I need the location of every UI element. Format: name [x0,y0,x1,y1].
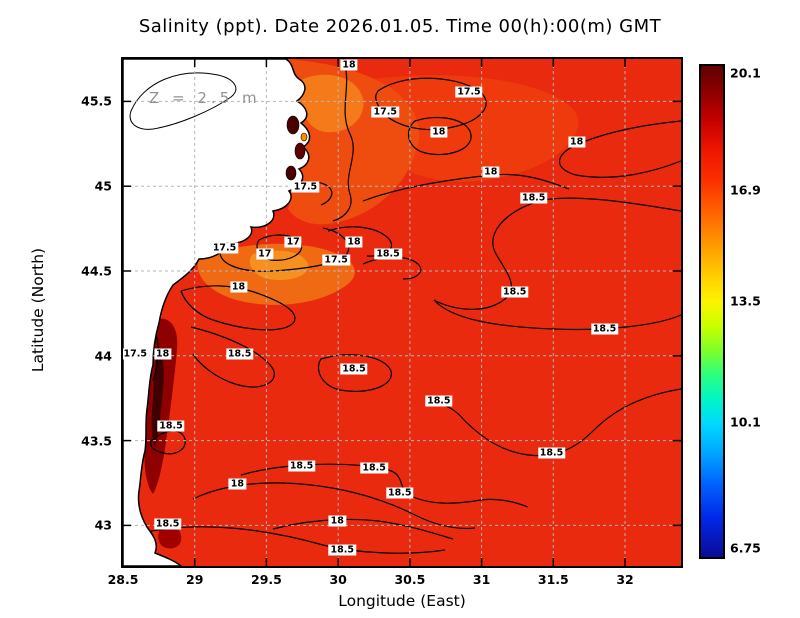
map-plot-area: Z = 2.5 m 18 17.5 17.5 18 18 17.5 18 18.5 17.5 17… [121,57,683,568]
contour-label: 17.5 [455,86,483,98]
coastal-lagoon-outline [129,72,237,130]
contour-label: 17.5 [210,242,239,254]
colorbar-tick-label: 20.1 [730,65,761,81]
contour-label: 18.5 [287,460,316,472]
contour-label: 18 [568,136,586,148]
contour-label: 18.5 [360,462,388,474]
x-tick-label: 31.5 [537,572,569,587]
contour-label: 17 [256,248,274,260]
y-axis-tick-labels: 45.5 45 44.5 44 43.5 43 [68,59,116,566]
colorbar-tick-labels: 20.1 16.9 13.5 10.1 6.75 [730,66,796,557]
x-tick-label: 32 [616,572,634,587]
y-tick-label: 45.5 [81,93,112,109]
contour-label: 18 [229,281,248,293]
contour-label: 17.5 [371,106,399,118]
x-tick-label: 28.5 [107,572,139,587]
contour-label: 18 [328,515,346,527]
x-tick-label: 30.5 [394,572,426,587]
y-tick-label: 44 [94,348,112,364]
salinity-field-svg [123,59,681,566]
contour-label: 18 [345,236,363,248]
contour-label: 18.5 [519,192,548,204]
contour-label: 18.5 [425,395,453,407]
dark-spot-lower [158,525,182,549]
x-axis-label: Longitude (East) [338,592,466,610]
contour-label: 18.5 [157,420,185,432]
x-tick-label: 30 [329,572,347,587]
y-tick-label: 43.5 [81,433,112,449]
contour-label: 18 [153,348,172,360]
contour-label: 18.5 [340,363,368,375]
plot-title: Salinity (ppt). Date 2026.01.05. Time 00… [138,16,662,37]
contour-label: 18.5 [153,518,182,530]
contour-label: 18 [430,126,448,138]
contour-label: 18.5 [374,248,402,260]
x-tick-label: 31 [472,572,491,587]
contour-label: 17.5 [123,348,149,360]
y-axis-label: Latitude (North) [29,247,47,373]
danube-plume-core [299,74,364,133]
contour-label: 18.5 [328,544,357,556]
contour-label: 18 [228,478,246,490]
gridlines [123,59,681,566]
x-axis-tick-labels: 28.5 29 29.5 30 30.5 31 31.5 32 [108,572,681,588]
y-tick-label: 44.5 [81,263,112,279]
contour-label: 18.5 [590,323,619,335]
contour-label: 18.5 [386,487,414,499]
x-tick-label: 29.5 [251,572,282,587]
colorbar-tick-label: 10.1 [730,414,761,430]
contour-label: 17.5 [291,181,320,193]
y-tick-label: 45 [94,178,112,194]
colorbar-tick-label: 6.75 [730,540,761,556]
contour-label: 18.5 [537,447,566,459]
colorbar-tick-label: 16.9 [730,182,761,198]
contour-label: 18 [482,166,500,178]
x-tick-label: 29 [186,572,204,587]
contour-label: 18.5 [500,286,529,298]
contour-label: 18.5 [225,348,254,360]
depth-annotation: Z = 2.5 m [149,89,261,107]
colorbar-tick-label: 13.5 [730,293,761,309]
contour-label: 18 [340,59,358,71]
contour-label: 17.5 [322,254,350,266]
contour-label: 17 [284,236,302,248]
delta-lagoons [285,115,308,181]
colorbar-gradient [699,64,725,559]
y-tick-label: 43 [94,517,112,533]
